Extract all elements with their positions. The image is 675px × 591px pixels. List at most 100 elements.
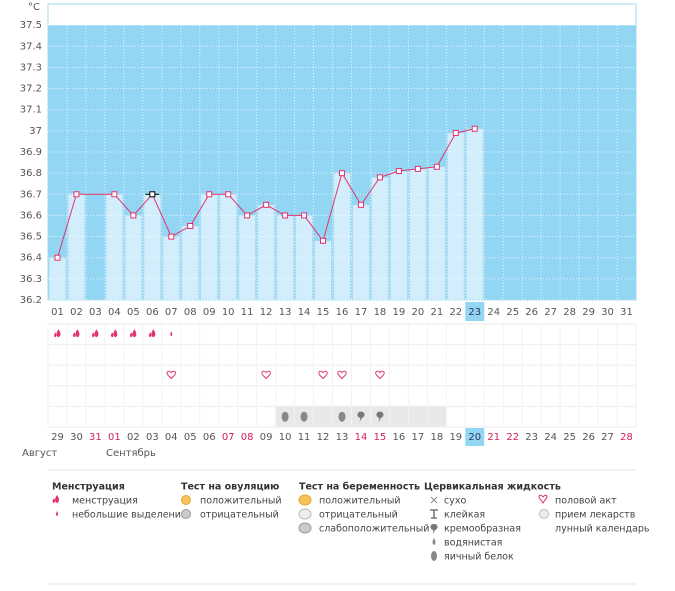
date-label: 20 bbox=[468, 432, 481, 443]
date-label: 14 bbox=[355, 432, 368, 443]
bar bbox=[314, 240, 333, 301]
date-label: 09 bbox=[260, 432, 273, 443]
day-label: 05 bbox=[127, 307, 140, 318]
legend: Менструация менструация небольшие выделе… bbox=[52, 482, 650, 563]
line-segment bbox=[189, 194, 210, 227]
point bbox=[111, 191, 118, 198]
day-label: 19 bbox=[393, 307, 406, 318]
egg-white-icon bbox=[281, 411, 289, 422]
month-label: Сентябрь bbox=[106, 448, 156, 459]
bar bbox=[124, 214, 143, 301]
point bbox=[301, 212, 308, 219]
date-label: 07 bbox=[222, 432, 235, 443]
line-segment bbox=[379, 170, 400, 178]
point bbox=[452, 129, 459, 136]
legend-item: половой акт bbox=[555, 496, 617, 507]
legend-icon bbox=[52, 495, 59, 503]
bar bbox=[143, 193, 162, 301]
line-segment bbox=[132, 193, 153, 216]
legend-title: Менструация bbox=[52, 482, 125, 493]
legend-item: отрицательный bbox=[200, 510, 279, 521]
day-label: 20 bbox=[412, 307, 425, 318]
line-segment bbox=[303, 215, 324, 242]
bar bbox=[219, 193, 238, 301]
day-label: 10 bbox=[222, 307, 235, 318]
line-segment bbox=[57, 194, 77, 258]
day-label: 15 bbox=[317, 307, 330, 318]
creamy-icon bbox=[376, 411, 384, 422]
date-label: 30 bbox=[70, 432, 83, 443]
bar bbox=[105, 193, 124, 301]
menstruation-icon bbox=[91, 329, 99, 338]
intercourse-icon bbox=[166, 370, 177, 380]
line-segment bbox=[455, 128, 475, 134]
point bbox=[471, 125, 478, 132]
date-label: 01 bbox=[108, 432, 121, 443]
date-label: 25 bbox=[563, 432, 576, 443]
point bbox=[168, 233, 175, 240]
day-label: 25 bbox=[506, 307, 519, 318]
day-label: 21 bbox=[430, 307, 443, 318]
y-tick-label: 36.4 bbox=[20, 253, 42, 264]
day-label: 22 bbox=[449, 307, 462, 318]
y-unit: °C bbox=[28, 2, 40, 13]
bar bbox=[370, 176, 389, 301]
day-label: 16 bbox=[336, 307, 349, 318]
legend-item: слабоположительный bbox=[319, 524, 429, 535]
bar bbox=[238, 214, 257, 301]
month-label: Август bbox=[22, 448, 57, 459]
date-label: 29 bbox=[51, 432, 64, 443]
day-label: 01 bbox=[51, 307, 64, 318]
legend-icon bbox=[56, 511, 58, 516]
day-label: 26 bbox=[525, 307, 538, 318]
date-label: 16 bbox=[393, 432, 406, 443]
point bbox=[244, 212, 251, 219]
date-label: 15 bbox=[374, 432, 387, 443]
bar bbox=[465, 128, 484, 301]
day-label: 30 bbox=[601, 307, 614, 318]
legend-item: клейкая bbox=[444, 510, 485, 521]
line-segment bbox=[265, 204, 286, 216]
y-tick-label: 36.2 bbox=[20, 295, 42, 306]
legend-icon bbox=[298, 522, 312, 534]
point bbox=[187, 223, 194, 229]
date-label: 12 bbox=[317, 432, 330, 443]
day-label: 24 bbox=[487, 307, 500, 318]
date-label: 13 bbox=[336, 432, 349, 443]
line-segment bbox=[360, 177, 381, 206]
point bbox=[130, 212, 137, 219]
y-tick-label: 36.5 bbox=[20, 232, 42, 243]
point bbox=[54, 254, 61, 261]
bar bbox=[295, 214, 314, 301]
date-label: 28 bbox=[620, 432, 633, 443]
y-tick-label: 37.5 bbox=[20, 20, 42, 31]
today-highlight bbox=[465, 302, 485, 321]
legend-icon bbox=[181, 495, 191, 505]
day-label: 04 bbox=[108, 307, 121, 318]
menstruation-icon bbox=[148, 329, 156, 338]
y-tick-label: 36.7 bbox=[20, 189, 42, 200]
day-label: 13 bbox=[279, 307, 292, 318]
line-segment bbox=[227, 193, 248, 216]
menstruation-icon bbox=[53, 329, 61, 338]
line-segment bbox=[151, 194, 172, 237]
today-highlight bbox=[465, 428, 485, 446]
y-tick-label: 37 bbox=[29, 126, 42, 137]
day-label: 27 bbox=[544, 307, 557, 318]
point bbox=[339, 170, 345, 177]
legend-item: отрицательный bbox=[319, 510, 398, 521]
point bbox=[282, 212, 289, 219]
day-label: 18 bbox=[374, 307, 387, 318]
point bbox=[320, 237, 327, 244]
bar bbox=[67, 193, 86, 301]
day-label: 28 bbox=[563, 307, 576, 318]
legend-icon bbox=[430, 496, 438, 504]
legend-item: лунный календарь bbox=[555, 524, 650, 535]
day-label: 17 bbox=[355, 307, 368, 318]
day-label: 12 bbox=[260, 307, 273, 318]
menstruation-icon bbox=[110, 329, 118, 338]
bar bbox=[162, 236, 181, 301]
date-label: 05 bbox=[184, 432, 197, 443]
day-label: 14 bbox=[298, 307, 311, 318]
legend-icon bbox=[430, 523, 438, 534]
